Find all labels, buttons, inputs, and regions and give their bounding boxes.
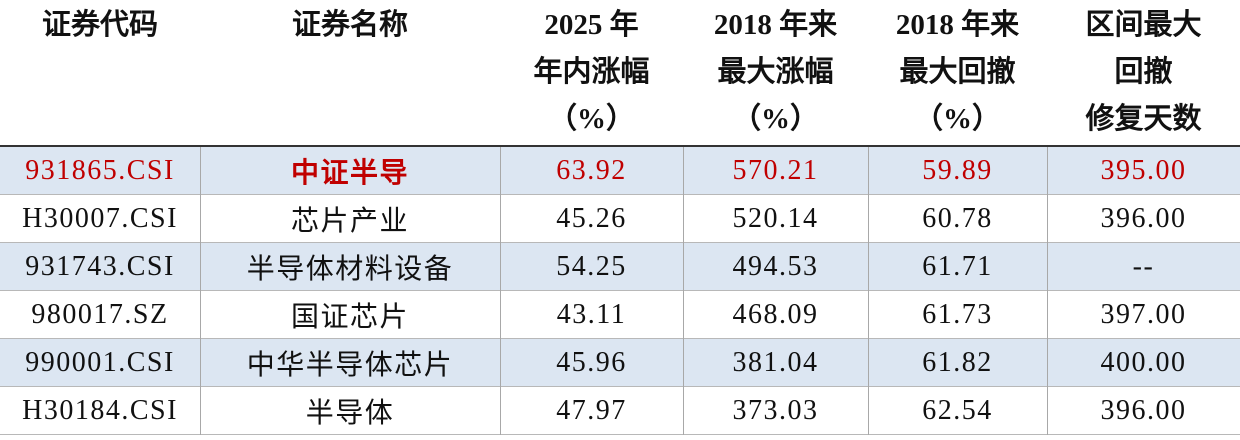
value-cell: 381.04 bbox=[732, 347, 819, 378]
name-cell: 中证半导 bbox=[290, 158, 409, 189]
value-cell: 61.73 bbox=[922, 299, 993, 330]
code-cell: 990001.CSI bbox=[25, 347, 175, 378]
code-cell: 931743.CSI bbox=[25, 251, 175, 282]
value-cell: 45.26 bbox=[556, 203, 627, 234]
value-cell: 54.25 bbox=[556, 251, 627, 282]
header-cell: 证券代码 bbox=[0, 2, 200, 49]
code-cell: 931865.CSI bbox=[25, 155, 175, 186]
header-text: 修复天数 bbox=[1085, 103, 1202, 135]
header-text: 最大涨幅 bbox=[717, 56, 834, 88]
value-cell: 373.03 bbox=[732, 395, 819, 426]
name-cell: 国证芯片 bbox=[290, 302, 409, 333]
header-text: （%） bbox=[731, 103, 819, 135]
value-cell: 397.00 bbox=[1100, 299, 1187, 330]
code-cell: 980017.SZ bbox=[31, 299, 169, 330]
header-text: 最大回撤 bbox=[899, 56, 1016, 88]
value-cell: 45.96 bbox=[556, 347, 627, 378]
header-rule bbox=[0, 145, 1240, 147]
value-cell: 570.21 bbox=[732, 155, 819, 186]
value-cell: 60.78 bbox=[922, 203, 993, 234]
value-cell: 59.89 bbox=[922, 155, 993, 186]
value-cell: 520.14 bbox=[732, 203, 819, 234]
column-separator bbox=[1047, 147, 1048, 435]
value-cell: 396.00 bbox=[1100, 395, 1187, 426]
value-cell: 47.97 bbox=[556, 395, 627, 426]
header-cell: 2018 年来 最大涨幅 （%） bbox=[683, 2, 868, 143]
name-cell: 芯片产业 bbox=[290, 206, 409, 237]
value-cell: 468.09 bbox=[732, 299, 819, 330]
header-text: 证券名称 bbox=[291, 9, 408, 41]
header-cell: 区间最大回撤修复天数 bbox=[1047, 2, 1240, 143]
header-text: 2025 年 bbox=[544, 9, 639, 41]
table-row bbox=[0, 387, 1240, 435]
value-cell: 62.54 bbox=[922, 395, 993, 426]
header-text: 2018 年来 bbox=[713, 9, 838, 41]
header-text: 2018 年来 bbox=[895, 9, 1020, 41]
header-text: 年内涨幅 bbox=[533, 56, 650, 88]
column-separator bbox=[500, 147, 501, 435]
value-cell: 61.71 bbox=[922, 251, 993, 282]
table-row bbox=[0, 195, 1240, 243]
column-separator bbox=[868, 147, 869, 435]
value-cell: 400.00 bbox=[1100, 347, 1187, 378]
header-text: 回撤 bbox=[1114, 56, 1173, 88]
header-text: 区间最大 bbox=[1085, 9, 1202, 41]
header-text: 证券代码 bbox=[41, 9, 158, 41]
name-cell: 半导体材料设备 bbox=[246, 254, 454, 285]
name-cell: 中华半导体芯片 bbox=[246, 350, 454, 381]
column-separator bbox=[683, 147, 684, 435]
value-cell: -- bbox=[1132, 251, 1155, 282]
table-row bbox=[0, 147, 1240, 195]
name-cell: 半导体 bbox=[305, 398, 395, 429]
table-row bbox=[0, 339, 1240, 387]
header-text: （%） bbox=[547, 103, 635, 135]
value-cell: 61.82 bbox=[922, 347, 993, 378]
code-cell: H30007.CSI bbox=[22, 203, 178, 234]
header-cell: 证券名称 bbox=[200, 2, 500, 49]
header-text: （%） bbox=[913, 103, 1001, 135]
value-cell: 395.00 bbox=[1100, 155, 1187, 186]
value-cell: 63.92 bbox=[556, 155, 627, 186]
table-row bbox=[0, 291, 1240, 339]
value-cell: 494.53 bbox=[732, 251, 819, 282]
header-cell: 2018 年来 最大回撤 （%） bbox=[868, 2, 1047, 143]
column-separator bbox=[200, 147, 201, 435]
value-cell: 396.00 bbox=[1100, 203, 1187, 234]
table-row bbox=[0, 243, 1240, 291]
header-cell: 2025 年年内涨幅 （%） bbox=[500, 2, 683, 143]
code-cell: H30184.CSI bbox=[22, 395, 178, 426]
value-cell: 43.11 bbox=[556, 299, 627, 330]
